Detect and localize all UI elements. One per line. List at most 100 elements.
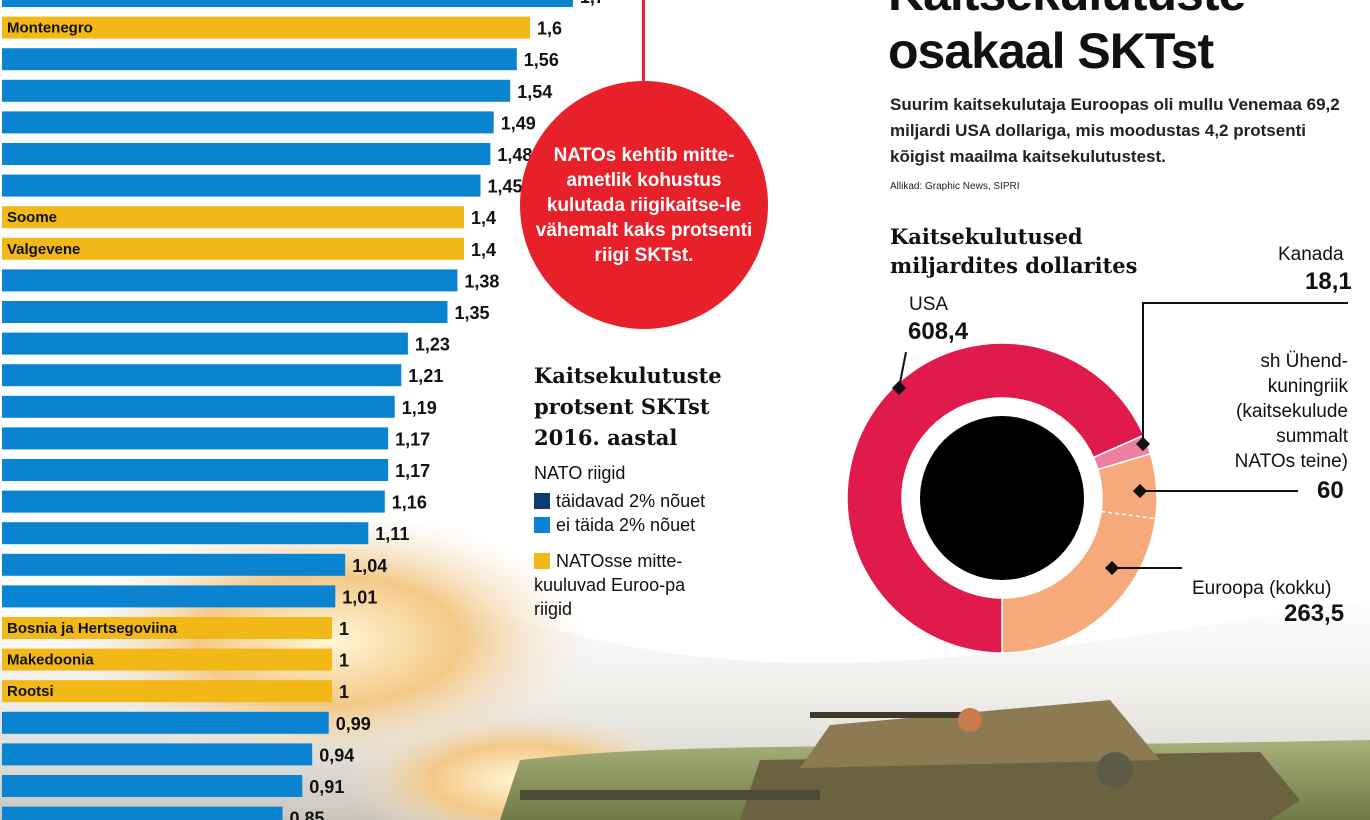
- kanada-leader-line: [1142, 302, 1348, 444]
- europe-leader-line-marker: [1104, 560, 1120, 576]
- legend-item-nato-below: ei täida 2% nõuet: [534, 513, 695, 537]
- bar-value-label: 1,38: [464, 271, 499, 291]
- bar-category-label: Soome: [7, 209, 57, 226]
- bar-value-label: 0,94: [319, 745, 354, 765]
- bar: [2, 301, 448, 323]
- uk-label: sh Ühend- kuningriik (kaitsekulude summa…: [1180, 349, 1348, 474]
- legend-swatch-nato-meets: [534, 493, 550, 509]
- europe-label: Euroopa (kokku): [1192, 578, 1332, 599]
- legend-swatch-nato-below: [534, 517, 550, 533]
- bar: [2, 711, 329, 734]
- bar: [2, 648, 332, 671]
- bar-value-label: 1,48: [497, 145, 532, 165]
- usa-leader-line: [898, 351, 907, 389]
- uk-label-line: (kaitsekulude: [1236, 401, 1348, 422]
- bar: [2, 332, 408, 355]
- bar: [2, 459, 389, 481]
- kanada-label: Kanada: [1278, 244, 1344, 265]
- donut-sub-divider: [1101, 510, 1156, 520]
- nato-note-circle: NATOs kehtib mitte-ametlik kohustus kulu…: [520, 81, 768, 329]
- bar: [2, 269, 458, 292]
- bar: [2, 174, 481, 197]
- headline: Kaitsekulutuste osakaal SKTst: [888, 0, 1246, 79]
- bar: [2, 806, 283, 820]
- bar: [2, 743, 313, 766]
- bar: [2, 775, 303, 797]
- bar-value-label: 0,91: [309, 777, 344, 797]
- source-note: Allikad: Graphic News, SIPRI: [890, 181, 1020, 192]
- callout-line: [642, 0, 645, 84]
- usa-leader-line-marker: [891, 380, 907, 396]
- bar: [2, 111, 494, 134]
- bar-value-label: 1,6: [537, 19, 562, 39]
- bar: [2, 48, 517, 71]
- bar-value-label: 1,56: [524, 50, 559, 70]
- bar-value-label: 1,19: [402, 398, 437, 418]
- bar-value-label: 1,01: [342, 587, 377, 607]
- usa-value: 608,4: [908, 318, 969, 345]
- legend-swatch-non-nato: [534, 553, 550, 569]
- bar-category-label: Montenegro: [7, 20, 93, 37]
- bar: [2, 427, 389, 450]
- usa-label: USA: [909, 294, 949, 315]
- kanada-value: 18,1: [1305, 268, 1352, 295]
- europe-value: 263,5: [1284, 600, 1345, 627]
- bar: [2, 617, 332, 639]
- uk-label-line: summalt: [1276, 426, 1348, 447]
- legend-label-nato-meets: täidavad 2% nõuet: [556, 491, 706, 511]
- uk-leader-line-marker: [1132, 483, 1148, 499]
- donut-title: Kaitsekulutused miljardites dollarites: [890, 224, 1138, 278]
- bar: [2, 680, 332, 703]
- bar: [2, 490, 385, 513]
- bar-value-label: 1,04: [352, 556, 387, 576]
- bar-value-label: 1,17: [395, 429, 430, 449]
- bar-value-label: 1,73: [580, 0, 600, 7]
- bar: [2, 553, 346, 576]
- bar: [2, 0, 573, 7]
- legend-label-nato-below: ei täida 2% nõuet: [556, 515, 696, 535]
- uk-label-line: NATOs teine): [1234, 451, 1348, 472]
- bar: [2, 79, 511, 102]
- bar-value-label: 0,99: [336, 714, 371, 734]
- legend-item-non-nato: NATOsse mitte-kuuluvad Euroo-pa riigid: [534, 549, 724, 621]
- bar-value-label: 1: [339, 651, 349, 671]
- bar-value-label: 1,45: [488, 177, 523, 197]
- bar: [2, 237, 464, 260]
- donut-center: [920, 416, 1084, 580]
- bar: [2, 522, 369, 545]
- bar-value-label: 1,17: [395, 461, 430, 481]
- chart-title: Kaitsekulutuste protsent SKTst 2016. aas…: [534, 363, 722, 450]
- bar-category-label: Makedoonia: [7, 652, 94, 669]
- bar: [2, 585, 336, 608]
- nato-note-text: NATOs kehtib mitte-ametlik kohustus kulu…: [535, 144, 753, 266]
- bar-value-label: 1,21: [408, 366, 443, 386]
- bar-value-label: 0,85: [290, 809, 325, 820]
- legend-heading: NATO riigid: [534, 463, 626, 483]
- bar-value-label: 1,35: [455, 303, 490, 323]
- bar-chart: 1,73 Montenegro 1,6 1,56 1,54 1,49 1,48 1,45 Soo…: [2, 0, 600, 820]
- kanada-leader-line-marker: [1135, 436, 1151, 452]
- bar: [2, 206, 464, 229]
- bar-value-label: 1,11: [375, 524, 409, 544]
- bar: [2, 395, 395, 418]
- bar-value-label: 1,54: [517, 82, 552, 102]
- bar-value-label: 1,49: [501, 113, 536, 133]
- bar-value-label: 1,4: [471, 208, 496, 228]
- bar-value-label: 1: [339, 619, 349, 639]
- donut-chart: [846, 302, 1348, 654]
- bar: [2, 143, 491, 165]
- bar-value-label: 1: [339, 682, 349, 702]
- bar-category-label: Valgevene: [7, 241, 80, 258]
- bar-category-label: Bosnia ja Hertsegoviina: [7, 620, 178, 637]
- bar-category-label: Rootsi: [7, 683, 54, 700]
- intro-text: Suurim kaitsekulutaja Euroopas oli mullu…: [890, 95, 1340, 166]
- legend-label-non-nato: NATOsse mitte-kuuluvad Euroo-pa riigid: [534, 551, 686, 619]
- legend-item-nato-meets: täidavad 2% nõuet: [534, 489, 705, 513]
- uk-label-line: sh Ühend-: [1260, 351, 1348, 372]
- bar-value-label: 1,16: [392, 493, 427, 513]
- bar-value-label: 1,23: [415, 335, 450, 355]
- uk-label-line: kuningriik: [1267, 376, 1348, 397]
- uk-value: 60: [1317, 477, 1344, 504]
- bar: [2, 364, 402, 387]
